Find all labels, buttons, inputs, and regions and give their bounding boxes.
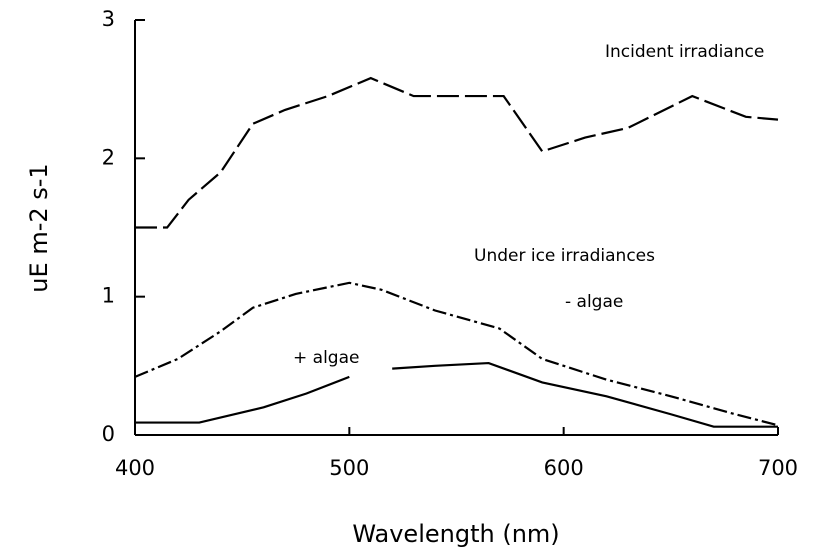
annotation: Under ice irradiances xyxy=(474,246,655,266)
y-axis-title: uE m-2 s-1 xyxy=(25,163,53,292)
x-tick-label: 400 xyxy=(115,456,155,480)
line xyxy=(135,361,778,428)
y-tick-label: 3 xyxy=(102,7,115,31)
x-tick-label: 600 xyxy=(544,456,584,480)
series-label: + algae xyxy=(293,348,359,368)
series-label: Incident irradiance xyxy=(605,42,764,62)
y-tick-label: 2 xyxy=(102,145,115,169)
x-tick-label: 700 xyxy=(758,456,798,480)
line xyxy=(134,281,779,427)
x-axis-title: Wavelength (nm) xyxy=(352,520,559,548)
y-tick-label: 1 xyxy=(102,284,115,308)
series-label: - algae xyxy=(565,292,623,312)
x-tick-label: 500 xyxy=(329,456,369,480)
line xyxy=(135,76,779,229)
y-tick-label: 0 xyxy=(102,422,115,446)
